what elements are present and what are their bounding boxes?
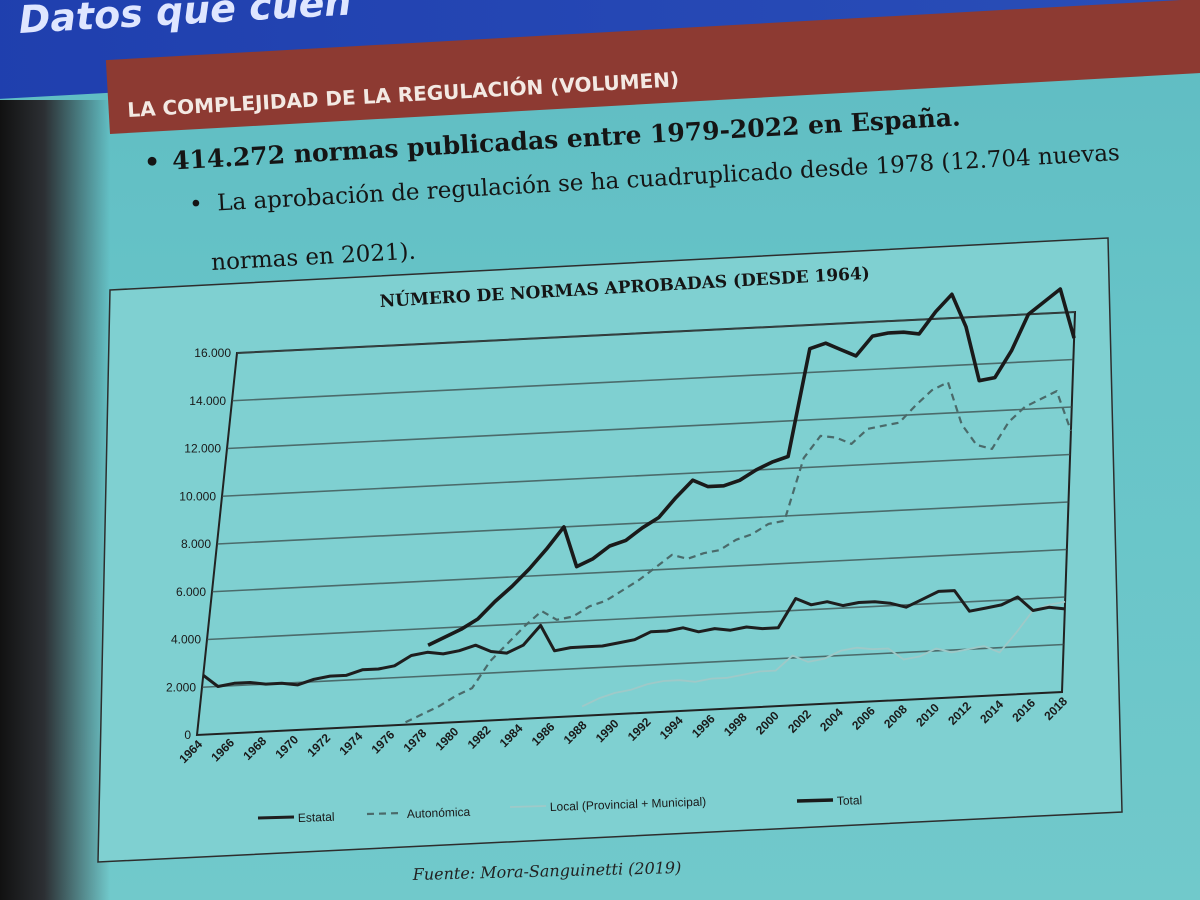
legend-label: Local (Provincial + Municipal) — [550, 795, 707, 814]
gridline — [226, 406, 1072, 450]
legend-swatch — [257, 815, 295, 820]
gridline — [231, 358, 1074, 402]
y-tick-label: 8.000 — [181, 537, 211, 551]
y-tick-label: 10.000 — [179, 489, 216, 503]
legend-label: Autonómica — [407, 805, 471, 821]
y-tick-label: 2.000 — [166, 680, 196, 694]
legend-swatch — [366, 811, 404, 816]
y-tick-label: 0 — [184, 728, 191, 742]
gridline — [221, 453, 1071, 498]
legend-swatch — [509, 805, 547, 808]
y-tick-label: 14.000 — [189, 394, 226, 408]
legend-swatch — [796, 798, 834, 803]
y-tick-label: 4.000 — [171, 633, 201, 647]
y-tick-label: 12.000 — [184, 442, 221, 456]
series-line-total — [427, 287, 1076, 647]
series-line-estatal — [202, 589, 1065, 688]
y-tick-label: 6.000 — [176, 585, 206, 599]
legend-label: Total — [837, 793, 863, 808]
series-line-local — [581, 600, 1066, 708]
series-line-autonómica — [405, 381, 1072, 724]
gridline — [211, 548, 1067, 593]
gridline — [216, 501, 1069, 545]
y-tick-label: 16.000 — [194, 346, 231, 360]
projector-edge-shadow — [0, 100, 110, 900]
legend-label: Estatal — [298, 810, 335, 825]
gridline — [206, 596, 1066, 641]
gridline — [201, 643, 1064, 689]
gridline — [236, 311, 1076, 354]
